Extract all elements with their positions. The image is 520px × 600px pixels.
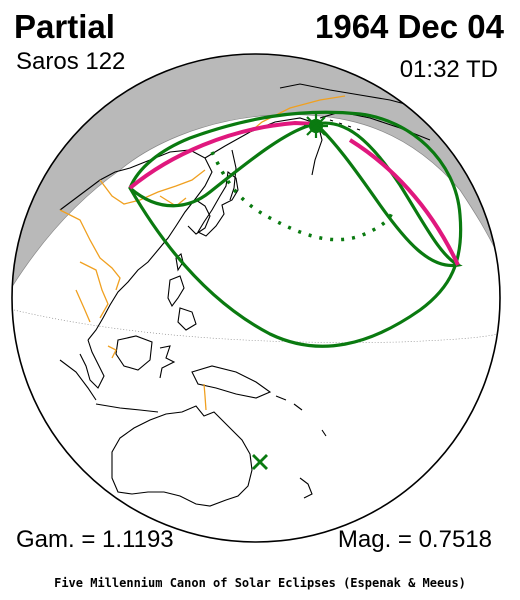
terminator-line [12,114,500,291]
credit-footer: Five Millennium Canon of Solar Eclipses … [54,576,466,590]
coastlines [59,83,431,507]
eclipse-time: 01:32 TD [399,56,498,83]
magnitude-value: Mag. = 0.7518 [337,526,492,553]
globe-outline [11,53,501,543]
max-eclipse-at-horizon-curve [128,120,317,190]
equator-line [13,309,499,343]
globe-disc [12,54,500,542]
penumbra-limit-curve [128,110,463,348]
x-mark-icon [252,454,268,470]
country-borders [59,95,346,411]
eclipse-type-title: Partial [14,8,115,45]
saros-series: Saros 122 [16,48,126,75]
max-eclipse-at-horizon-curve-east [348,138,460,266]
eclipse-date: 1964 Dec 04 [315,8,504,45]
rise-set-curve [128,121,463,268]
sun-star-icon [304,114,328,138]
gamma-value: Gam. = 1.1193 [16,526,174,553]
